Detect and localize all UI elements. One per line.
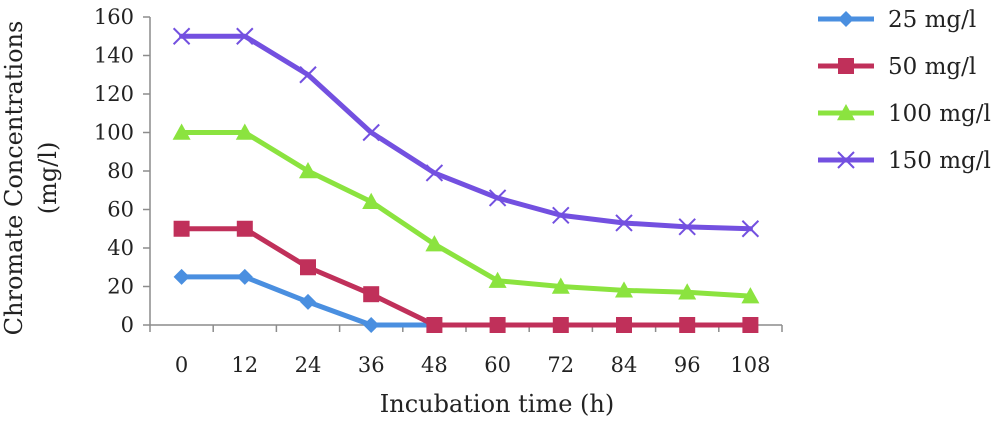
marker-stroke: [837, 151, 855, 169]
legend-swatch-marker: [838, 58, 854, 74]
y-tick-label: 40: [107, 236, 134, 260]
data-point: [426, 317, 443, 333]
legend-entry: 50 mg/l: [818, 54, 976, 80]
series-x: [172, 27, 760, 238]
y-axis-title: Chromate Concentrations (mg/l): [0, 21, 62, 336]
data-point: [172, 27, 191, 45]
y-tick-label: 20: [107, 275, 134, 299]
series-line: [179, 226, 753, 328]
data-point: [615, 214, 633, 232]
x-tick-label: 108: [730, 353, 770, 377]
series-triangle: [172, 123, 760, 304]
marker-stroke: [552, 206, 570, 224]
legend-entry: 25 mg/l: [818, 7, 976, 33]
legend-swatch-marker: [838, 11, 854, 27]
x-axis-title: Incubation time (h): [380, 390, 614, 418]
data-point: [742, 317, 759, 333]
x-tick-label: 72: [547, 353, 574, 377]
data-point: [299, 162, 317, 179]
legend-label: 50 mg/l: [888, 54, 976, 80]
marker-stroke: [362, 123, 380, 142]
series-layer: [172, 27, 760, 333]
data-point: [489, 317, 506, 333]
y-axis-title-line-1: Chromate Concentrations: [0, 21, 28, 336]
axes: 0 20 40 60 80 100 120 140 160 0 12 24 36 48 60 72 84 96 10…: [94, 5, 783, 377]
series-square: [173, 220, 759, 333]
series-line: [179, 130, 753, 299]
legend-entry: 150 mg/l: [818, 148, 991, 174]
x-tick-label: 36: [358, 353, 385, 377]
y-tick-label: 120: [94, 82, 134, 106]
data-point: [363, 286, 380, 303]
data-point: [488, 189, 507, 207]
data-point: [235, 123, 254, 140]
data-point: [299, 66, 317, 84]
data-point: [363, 317, 380, 333]
data-point: [488, 271, 507, 288]
data-point: [173, 268, 190, 285]
legend-label: 100 mg/l: [888, 101, 991, 127]
data-point: [741, 220, 760, 238]
x-tick-label: 96: [674, 353, 701, 377]
data-point: [425, 235, 444, 252]
y-axis-title-line-2: (mg/l): [34, 142, 62, 215]
data-point: [615, 281, 633, 298]
data-point: [678, 283, 697, 300]
legend-swatch-marker: [837, 104, 855, 121]
data-point: [551, 277, 570, 294]
marker-stroke: [488, 189, 507, 207]
data-point: [425, 164, 444, 182]
marker-stroke: [236, 27, 254, 45]
marker-stroke: [615, 214, 633, 232]
data-point: [741, 287, 760, 304]
marker-stroke: [678, 218, 696, 236]
x-tick-label: 60: [484, 353, 511, 377]
x-tick-label: 12: [231, 353, 258, 377]
legend-label: 25 mg/l: [888, 7, 976, 33]
marker-stroke: [172, 27, 191, 45]
y-tick-label: 80: [107, 159, 134, 183]
x-tick-label: 24: [295, 353, 322, 377]
x-tick-label: 84: [611, 353, 638, 377]
y-tick-label: 0: [121, 313, 134, 337]
legend-swatch-marker: [837, 151, 855, 169]
legend-entry: 100 mg/l: [818, 101, 991, 127]
legend: 25 mg/l 50 mg/l 100 mg/l 150 mg/l: [818, 7, 991, 174]
data-point: [172, 123, 191, 140]
y-tick-label: 160: [94, 5, 134, 29]
data-point: [236, 27, 254, 45]
y-tick-label: 60: [107, 198, 134, 222]
y-tick-label: 140: [94, 44, 134, 68]
x-tick-label: 48: [421, 353, 448, 377]
data-point: [362, 123, 380, 142]
legend-label: 150 mg/l: [888, 148, 991, 174]
data-point: [300, 259, 316, 276]
data-point: [362, 192, 381, 209]
data-point: [173, 220, 190, 237]
marker-stroke: [299, 66, 317, 84]
marker-stroke: [741, 220, 760, 238]
data-point: [678, 218, 696, 236]
y-tick-label: 100: [94, 121, 134, 145]
data-point: [236, 268, 253, 285]
series-line: [179, 33, 753, 232]
data-point: [679, 317, 696, 333]
data-point: [236, 220, 253, 237]
x-tick-label: 0: [175, 353, 188, 377]
data-point: [552, 206, 570, 224]
data-point: [300, 293, 316, 310]
marker-stroke: [425, 164, 444, 182]
series-diamond: [173, 268, 443, 333]
data-point: [552, 317, 569, 333]
data-point: [616, 317, 632, 333]
